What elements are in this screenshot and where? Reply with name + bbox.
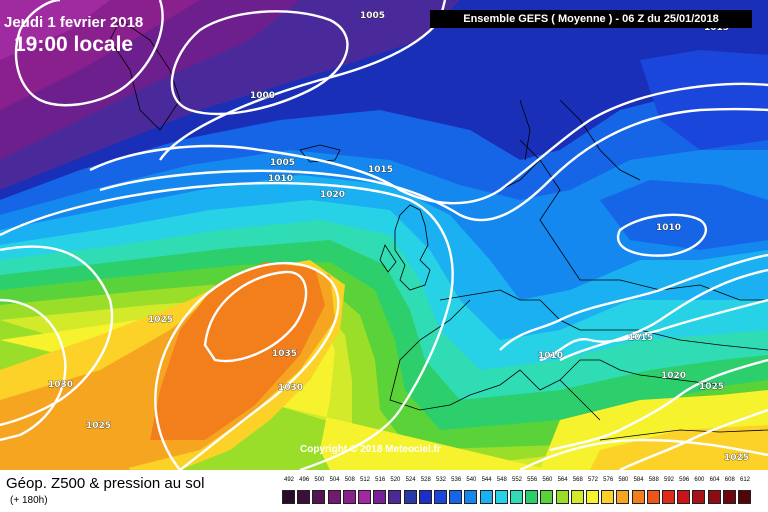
legend-swatch (616, 490, 630, 504)
legend-swatch (342, 490, 356, 504)
isobars (0, 0, 768, 470)
legend-label: 604 (709, 477, 720, 483)
legend-label: 532 (435, 477, 446, 483)
isobar-label: 1005 (360, 11, 385, 21)
legend-swatch (570, 490, 584, 504)
legend-label: 516 (375, 477, 386, 483)
legend-swatch (282, 490, 295, 504)
legend-label: 496 (299, 477, 310, 483)
weather-map: 1005 1015 1000 1005 1010 1015 1020 1010 1025 1035… (0, 0, 768, 470)
forecast-date: Jeudi 1 fevrier 2018 (4, 14, 144, 31)
legend-swatch (327, 490, 341, 504)
forecast-time: 19:00 locale (14, 33, 134, 56)
legend-label: 576 (603, 477, 614, 483)
legend-swatch (722, 490, 736, 504)
legend-swatch (601, 490, 615, 504)
legend-swatch (540, 490, 554, 504)
lead-time: (+ 180h) (10, 495, 48, 506)
coastlines (109, 19, 768, 441)
product-title: Géop. Z500 & pression au sol (6, 475, 205, 492)
isobar-label: 1000 (250, 91, 275, 101)
legend-swatch (418, 490, 432, 504)
legend-swatch (464, 490, 478, 504)
legend-swatch (312, 490, 326, 504)
isobar-label: 1010 (268, 174, 293, 184)
legend-swatch (525, 490, 539, 504)
isobar-label: 1015 (628, 333, 653, 343)
isobar-label: 1025 (724, 453, 749, 463)
legend-swatch (373, 490, 387, 504)
isobar-label: 1025 (86, 421, 111, 431)
isobar-label: 1020 (320, 190, 345, 200)
legend-swatch (479, 490, 493, 504)
legend-label: 568 (572, 477, 583, 483)
legend-label: 512 (359, 477, 370, 483)
legend-swatch (631, 490, 645, 504)
legend-swatch (403, 490, 417, 504)
legend-label: 508 (344, 477, 355, 483)
legend-swatch (297, 490, 311, 504)
legend-label: 584 (633, 477, 644, 483)
legend-swatch (692, 490, 706, 504)
legend-label: 544 (481, 477, 492, 483)
isobar-label: 1015 (704, 23, 729, 33)
legend-swatch (555, 490, 569, 504)
legend-label: 600 (694, 477, 705, 483)
legend-swatch (677, 490, 691, 504)
legend-label: 552 (511, 477, 522, 483)
legend-swatch (586, 490, 599, 504)
legend-swatch (738, 490, 751, 504)
legend-label: 520 (390, 477, 401, 483)
legend-swatch (707, 490, 721, 504)
isobar-label: 1035 (272, 349, 297, 359)
legend-swatch (646, 490, 660, 504)
copyright-notice: Copyright © 2018 Meteociel.fr (300, 444, 441, 455)
isobar-labels: 1005 1015 1000 1005 1010 1015 1020 1010 1025 1035… (48, 11, 750, 464)
legend-label: 556 (527, 477, 538, 483)
isobar-label: 1030 (48, 380, 73, 390)
legend-swatch (510, 490, 523, 504)
legend-label: 548 (496, 477, 507, 483)
legend-label: 560 (542, 477, 553, 483)
map-footer: Géop. Z500 & pression au sol (+ 180h) 49… (0, 470, 768, 512)
isobar-label: 1025 (148, 315, 173, 325)
geopotential-field: 1005 1015 1000 1005 1010 1015 1020 1010 1025 1035… (0, 0, 768, 470)
model-run-title: Ensemble GEFS ( Moyenne ) - 06 Z du 25/0… (430, 10, 752, 28)
legend-label: 564 (557, 477, 568, 483)
legend-swatch (494, 490, 508, 504)
legend-label: 588 (648, 477, 659, 483)
legend-label: 612 (739, 477, 750, 483)
legend-label: 580 (618, 477, 629, 483)
legend-label: 592 (663, 477, 674, 483)
isobar-label: 1010 (656, 223, 681, 233)
isobar-label: 1025 (699, 382, 724, 392)
legend-label: 524 (405, 477, 416, 483)
isobar-label: 1030 (278, 383, 303, 393)
legend-label: 528 (420, 477, 431, 483)
legend-label: 596 (679, 477, 690, 483)
legend-label: 500 (314, 477, 325, 483)
legend-swatch (434, 490, 447, 504)
isobar-label: 1010 (538, 351, 563, 361)
isobar-label: 1015 (368, 165, 393, 175)
legend-label: 572 (587, 477, 598, 483)
isobar-label: 1005 (270, 158, 295, 168)
legend-label: 536 (451, 477, 462, 483)
isobar-label: 1020 (661, 371, 686, 381)
legend-swatch (662, 490, 675, 504)
legend-label: 608 (724, 477, 735, 483)
legend-swatch (388, 490, 402, 504)
legend-label: 540 (466, 477, 477, 483)
legend-swatch (358, 490, 371, 504)
legend-label: 492 (283, 477, 294, 483)
legend-label: 504 (329, 477, 340, 483)
legend-swatch (449, 490, 463, 504)
